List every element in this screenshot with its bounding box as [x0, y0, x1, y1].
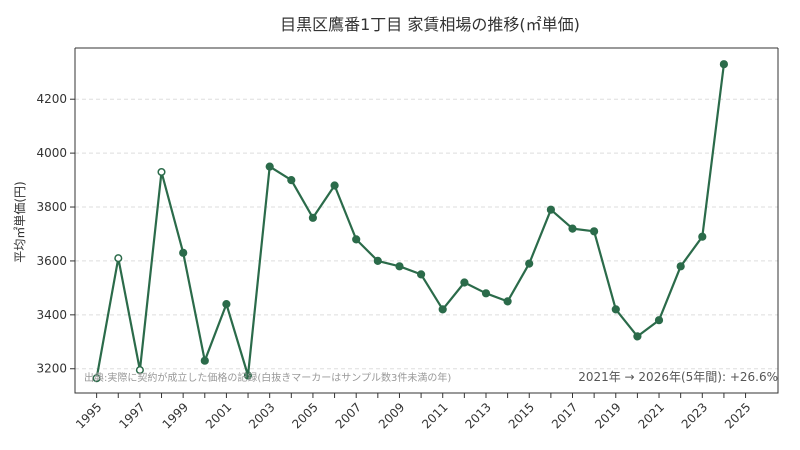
data-point: [179, 248, 188, 257]
data-point: [287, 176, 296, 185]
x-tick-label: 2015: [506, 400, 537, 431]
y-tick-label: 3200: [36, 362, 67, 376]
x-tick-label: 2013: [462, 400, 493, 431]
y-tick-label: 3400: [36, 308, 67, 322]
data-point: [676, 262, 685, 271]
footnote: 出典:実際に契約が成立した価格の記録(白抜きマーカーはサンプル数3件未満の年): [84, 371, 451, 384]
x-tick-label: 2001: [203, 400, 234, 431]
data-point: [633, 332, 642, 341]
y-axis-label: 平均㎡単価(円): [13, 181, 27, 262]
data-point: [200, 356, 209, 365]
data-point: [265, 162, 274, 171]
data-point-hollow: [135, 366, 144, 375]
data-point: [568, 224, 577, 233]
x-tick-label: 1999: [160, 400, 191, 431]
y-tick-label: 3600: [36, 254, 67, 268]
data-markers: [92, 60, 729, 383]
x-tick-label: 2007: [333, 400, 364, 431]
x-tick-label: 2023: [679, 400, 710, 431]
axes-frame: [74, 48, 779, 394]
axes: [70, 47, 779, 398]
y-tick-label: 4000: [36, 146, 67, 160]
series-rent-price: [95, 64, 725, 379]
data-point: [590, 227, 599, 236]
data-point: [395, 262, 404, 271]
data-point: [719, 60, 729, 69]
grid-lines: [75, 98, 778, 370]
data-point-hollow: [92, 374, 101, 383]
x-tick-label: 2017: [549, 400, 580, 431]
data-point: [222, 300, 231, 309]
x-tick-labels: 1995 1997 1999 2001 2003 2005 2007 2009 2011 2013…: [73, 400, 753, 431]
x-tick-label: 1995: [73, 400, 104, 431]
data-point: [460, 278, 469, 287]
data-point: [654, 316, 664, 325]
data-point: [330, 181, 339, 190]
data-point: [438, 305, 447, 314]
x-tick-label: 2009: [376, 400, 407, 431]
x-tick-label: 2019: [592, 400, 623, 431]
series-line: [95, 64, 725, 379]
data-point-hollow: [114, 254, 123, 263]
y-tick-label: 3800: [36, 200, 67, 214]
data-point-hollow: [157, 167, 166, 177]
x-tick-label: 2005: [289, 400, 320, 431]
data-point: [373, 256, 382, 265]
x-tick-label: 2011: [419, 400, 450, 431]
x-tick-label: 1997: [116, 400, 147, 431]
x-tick-label: 2003: [246, 400, 277, 431]
data-point: [503, 297, 512, 306]
data-point: [611, 305, 620, 314]
chart-title: 目黒区鷹番1丁目 家賃相場の推移(㎡単価): [280, 15, 580, 34]
data-point: [698, 232, 707, 241]
data-point: [481, 289, 491, 298]
data-point: [546, 205, 556, 214]
data-point: [417, 270, 426, 279]
y-tick-label: 4200: [36, 92, 67, 106]
data-point: [243, 371, 253, 380]
data-point: [525, 259, 534, 268]
change-summary: 2021年 → 2026年(5年間): +26.6%: [578, 370, 778, 384]
x-tick-label: 2021: [635, 400, 666, 431]
x-tick-label: 2025: [722, 400, 753, 431]
data-point: [352, 235, 361, 244]
y-tick-labels: 3200 3400 3600 3800 4000 4200: [36, 92, 67, 376]
data-point: [308, 213, 317, 222]
